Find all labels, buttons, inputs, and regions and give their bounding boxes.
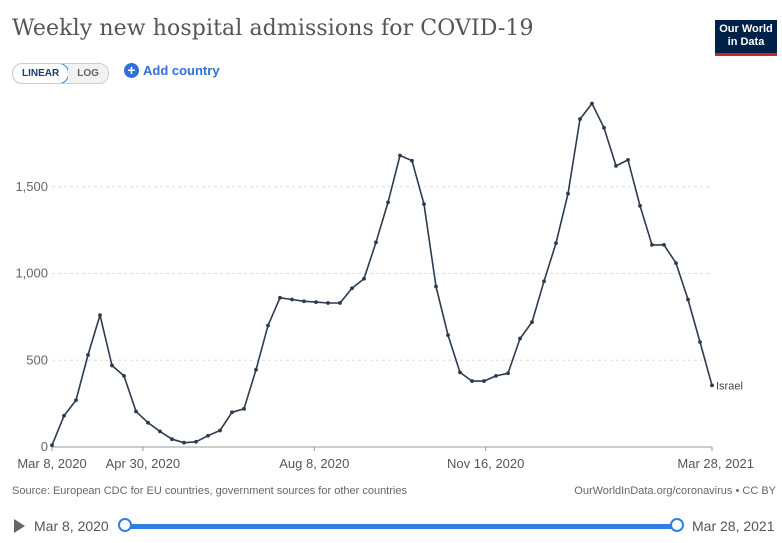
data-point: [590, 101, 594, 106]
grid-lines: [52, 186, 712, 361]
chart-title: Weekly new hospital admissions for COVID…: [12, 16, 534, 41]
data-point: [410, 158, 414, 163]
data-point: [470, 379, 474, 383]
source-note: Source: European CDC for EU countries, g…: [12, 485, 407, 497]
data-point: [434, 284, 438, 289]
data-point: [554, 241, 558, 246]
logo-line-2: in Data: [727, 36, 765, 48]
x-tick-label: Apr 30, 2020: [106, 456, 180, 471]
series-group: Israel: [50, 101, 743, 448]
scale-toggle: LINEAR LOG: [12, 63, 109, 84]
data-point: [314, 300, 318, 305]
play-icon[interactable]: [14, 519, 25, 533]
data-point: [74, 398, 78, 403]
data-point: [98, 313, 102, 318]
data-point: [602, 125, 606, 130]
timeline-end-label: Mar 28, 2021: [692, 518, 775, 534]
x-tick-label: Mar 28, 2021: [677, 456, 754, 471]
y-tick-label: 1,500: [15, 179, 48, 194]
data-point: [50, 443, 54, 448]
data-point: [674, 261, 678, 265]
x-tick-label: Mar 8, 2020: [17, 456, 86, 471]
data-point: [86, 353, 90, 357]
data-point: [206, 433, 210, 438]
data-point: [422, 202, 426, 207]
data-point: [578, 117, 582, 121]
data-point: [170, 437, 174, 442]
x-tick-label: Nov 16, 2020: [447, 456, 524, 471]
timeline-slider-track[interactable]: [124, 524, 677, 529]
data-point: [686, 297, 690, 302]
data-point: [266, 323, 270, 328]
data-point: [326, 301, 330, 305]
data-point: [134, 409, 138, 414]
timeline-end-handle[interactable]: [670, 518, 684, 532]
x-tick-label: Aug 8, 2020: [279, 456, 349, 471]
y-tick-label: 0: [41, 439, 48, 454]
data-point: [494, 373, 498, 378]
data-point: [254, 367, 258, 372]
data-point: [374, 240, 378, 245]
data-point: [242, 406, 246, 411]
y-axis: 0 500 1,000 1,500: [15, 179, 48, 454]
data-point: [146, 420, 150, 425]
data-point: [158, 429, 162, 434]
data-point: [122, 373, 126, 378]
plus-circle-icon: +: [124, 63, 139, 78]
data-point: [182, 440, 186, 445]
data-point: [446, 333, 450, 337]
logo-line-1: Our World: [719, 23, 773, 35]
timeline-start-label: Mar 8, 2020: [34, 518, 109, 534]
data-point: [638, 203, 642, 208]
x-axis: Mar 8, 2020 Apr 30, 2020 Aug 8, 2020 Nov 16…: [17, 446, 754, 471]
data-point: [626, 157, 630, 162]
data-point: [518, 336, 522, 341]
data-point: [542, 279, 546, 284]
data-point: [650, 242, 654, 247]
data-point: [458, 370, 462, 375]
credit-link[interactable]: OurWorldInData.org/coronavirus • CC BY: [574, 485, 776, 497]
data-point: [398, 153, 402, 158]
log-scale-button[interactable]: LOG: [68, 64, 108, 83]
data-point: [338, 301, 342, 305]
data-point: [290, 297, 294, 302]
series-line-israel: [51, 102, 713, 446]
data-point: [506, 371, 510, 376]
data-point: [710, 383, 714, 388]
add-country-label: Add country: [143, 63, 220, 78]
data-point: [278, 295, 282, 300]
data-point: [386, 200, 390, 205]
data-point: [698, 340, 702, 344]
timeline-start-handle[interactable]: [118, 518, 132, 532]
data-point: [194, 439, 198, 444]
y-tick-label: 500: [26, 352, 48, 367]
data-point: [350, 286, 354, 291]
data-point: [218, 428, 222, 433]
data-point: [62, 413, 66, 418]
data-point: [482, 379, 486, 383]
add-country-button[interactable]: + Add country: [124, 63, 220, 78]
data-point: [566, 191, 570, 196]
data-point: [614, 164, 618, 168]
data-point: [230, 410, 234, 415]
data-point: [110, 363, 114, 368]
y-tick-label: 1,000: [15, 266, 48, 281]
owid-logo[interactable]: Our World in Data: [715, 20, 777, 56]
data-point: [302, 299, 306, 304]
data-point: [362, 276, 366, 281]
series-label: Israel: [716, 380, 743, 392]
data-point: [530, 320, 534, 324]
data-point: [662, 242, 666, 247]
